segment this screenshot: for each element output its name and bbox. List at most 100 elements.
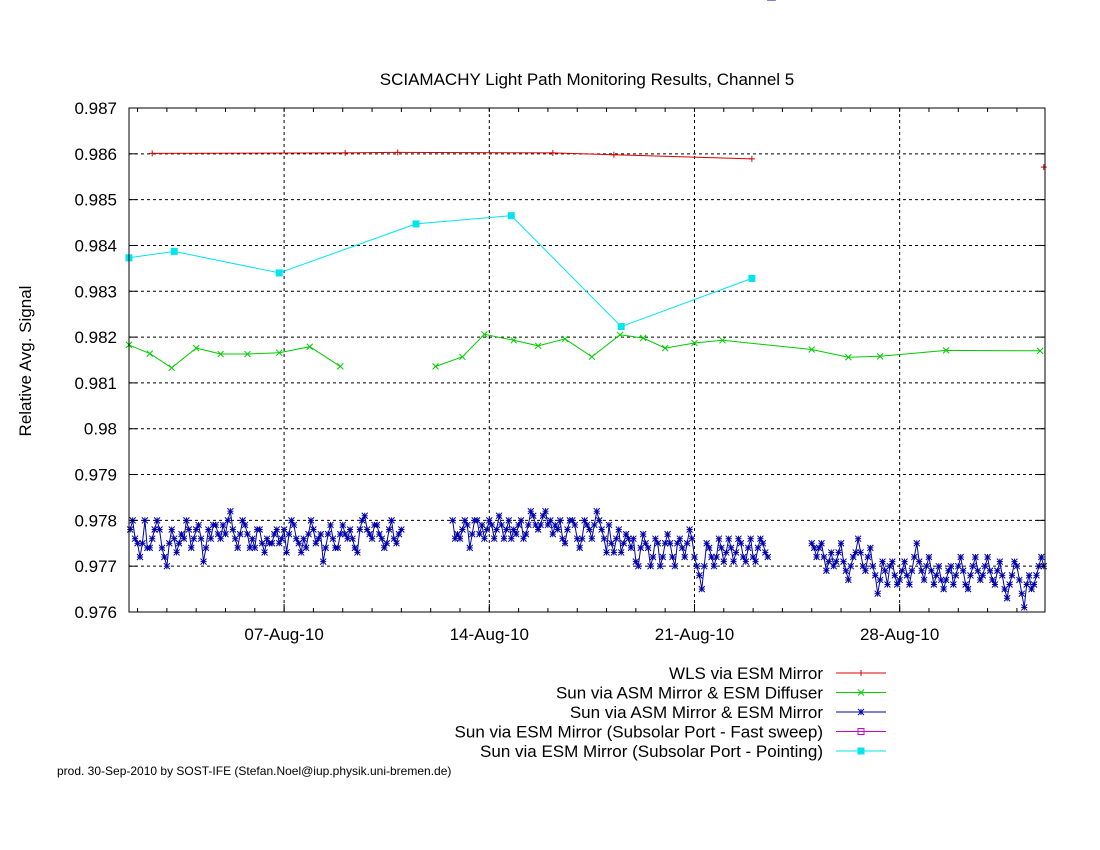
data-point: [393, 539, 400, 547]
gridlines: [129, 108, 1045, 612]
data-point: [813, 553, 820, 561]
data-point: [840, 558, 847, 565]
data-point: [888, 558, 896, 565]
data-point: [688, 535, 696, 543]
data-point: [752, 558, 759, 565]
x-tick-label: 07-Aug-10: [244, 625, 323, 644]
series-4: [125, 212, 756, 331]
data-point: [148, 535, 156, 543]
data-point: [244, 350, 251, 358]
data-point: [1025, 571, 1033, 579]
data-point: [845, 576, 852, 584]
data-point: [146, 350, 154, 357]
data-point: [603, 549, 610, 556]
y-tick-label: 0.986: [74, 145, 117, 164]
data-point: [598, 526, 606, 533]
data-point: [930, 581, 938, 588]
data-point: [251, 544, 259, 552]
data-point: [329, 535, 337, 543]
y-tick-label: 0.979: [74, 466, 117, 485]
data-point: [153, 517, 161, 524]
data-point: [715, 535, 723, 543]
y-tick-label: 0.978: [74, 511, 117, 530]
data-point: [466, 544, 474, 552]
data-point: [725, 535, 733, 543]
data-point: [647, 562, 654, 570]
data-point: [719, 336, 726, 344]
data-point: [236, 530, 244, 538]
data-point: [229, 526, 237, 533]
data-point: [361, 512, 369, 520]
data-point: [935, 562, 943, 570]
data-point: [490, 535, 498, 543]
data-point: [615, 526, 623, 533]
data-point: [456, 535, 464, 543]
legend-marker: [858, 670, 864, 676]
data-point: [832, 558, 840, 565]
data-point: [187, 544, 195, 552]
data-point: [1033, 571, 1040, 579]
data-point: [616, 331, 624, 339]
data-point: [696, 571, 703, 579]
y-tick-label: 0.987: [74, 99, 117, 118]
data-point: [459, 353, 466, 361]
data-point: [742, 558, 750, 565]
data-point: [149, 150, 156, 157]
y-tick-label: 0.977: [74, 557, 117, 576]
legend-entry: Sun via ESM Mirror (Subsolar Port - Poin…: [480, 742, 886, 761]
legend-marker: [857, 708, 865, 716]
data-point: [915, 558, 923, 565]
data-point: [896, 576, 904, 584]
data-point: [986, 567, 994, 575]
data-point: [358, 517, 366, 524]
data-point: [720, 558, 728, 565]
data-point: [847, 562, 855, 570]
data-point: [884, 581, 891, 588]
data-point: [227, 507, 234, 515]
data-point: [180, 535, 188, 543]
data-point: [979, 571, 987, 579]
data-point: [959, 567, 967, 575]
data-point: [617, 549, 625, 556]
data-point: [432, 363, 439, 370]
data-point: [481, 535, 488, 543]
series-line-segment: [152, 151, 752, 160]
data-point: [270, 530, 278, 538]
data-point: [170, 247, 178, 255]
data-point: [327, 521, 334, 529]
data-point: [857, 549, 864, 556]
data-point: [1006, 581, 1013, 588]
data-point: [737, 539, 745, 547]
data-point: [1030, 581, 1038, 588]
data-point: [876, 352, 884, 360]
data-point: [1036, 347, 1044, 355]
data-point: [700, 562, 708, 570]
x-tick-label: 28-Aug-10: [860, 625, 939, 644]
data-point: [542, 507, 549, 515]
data-point: [837, 539, 845, 547]
data-point: [349, 535, 356, 543]
data-point: [383, 539, 391, 547]
data-point: [1015, 576, 1023, 584]
axis-ticks: 0.976 0.977 0.978 0.979 0.98 0.981 0.982 0.983 0…: [74, 99, 1045, 644]
data-point: [964, 585, 972, 593]
legend-entry: Sun via ASM Mirror & ESM Diffuser: [556, 684, 886, 703]
data-point: [876, 576, 884, 584]
legend-marker: [857, 728, 865, 735]
legend-entry: Sun via ASM Mirror & ESM Mirror: [570, 703, 886, 722]
data-point: [610, 549, 618, 556]
legend-label: Sun via ESM Mirror (Subsolar Port - Fast…: [455, 723, 823, 742]
data-point: [334, 544, 342, 552]
data-point: [344, 535, 351, 543]
data-point: [273, 526, 281, 533]
data-point: [950, 581, 957, 588]
data-point: [869, 562, 877, 570]
x-tick-label: 21-Aug-10: [655, 625, 734, 644]
data-point: [310, 526, 317, 533]
data-point: [998, 571, 1006, 579]
data-point: [510, 336, 518, 344]
data-point: [564, 526, 571, 533]
data-point: [388, 517, 395, 524]
